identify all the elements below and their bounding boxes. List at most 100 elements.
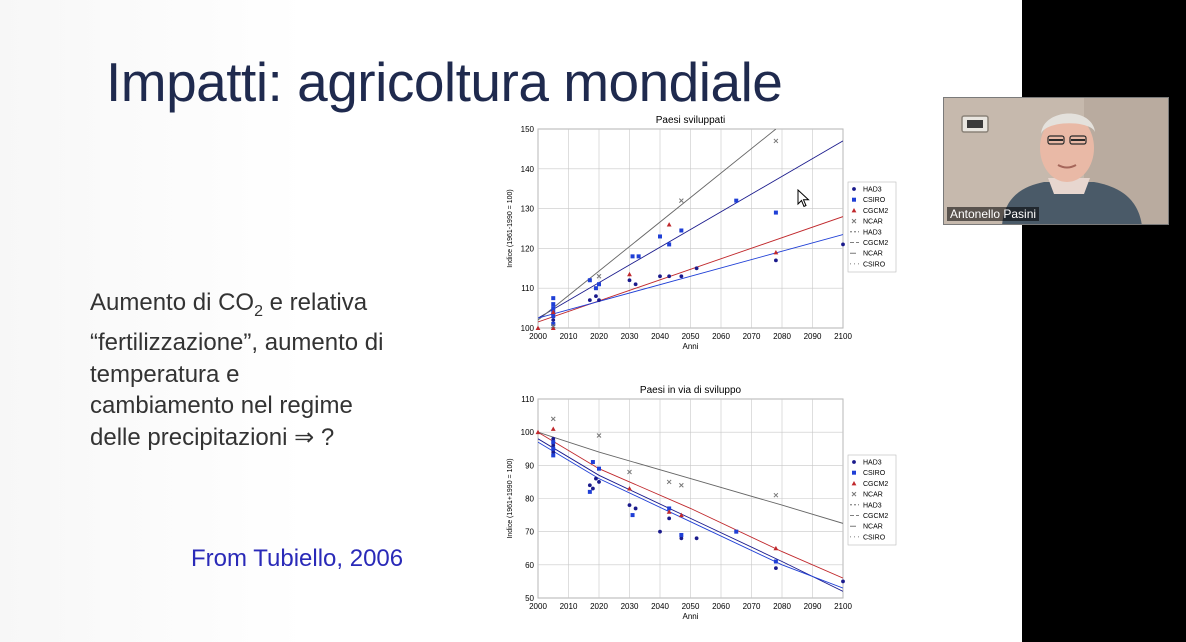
data-point [587,489,592,494]
data-point [587,298,592,303]
chart-legend: HAD3 CSIRO CGCM2 NCAR HAD3 CGCM2 NCAR CSIRO [847,454,897,546]
x-tick-label: 2000 [529,332,547,341]
legend-label: CGCM2 [863,208,888,215]
participant-video-tile[interactable]: Antonello Pasini [943,97,1169,225]
y-tick-label: 80 [525,495,534,504]
body-line-1-pre: Aumento di CO [90,289,255,316]
data-point [551,446,556,451]
series-cgcm2 [535,426,779,551]
data-point [666,222,672,227]
data-point [774,258,778,263]
data-point [594,476,598,481]
data-point [679,228,684,233]
data-point [550,426,556,431]
x-tick-label: 2100 [834,602,852,611]
data-point [773,249,779,255]
mouse-cursor-icon [797,189,810,208]
legend-label: NCAR [863,524,883,531]
x-tick-label: 2020 [590,332,608,341]
x-tick-label: 2050 [682,602,700,611]
legend-marker [851,481,857,486]
body-line-2: “fertilizzazione”, aumento di [90,329,384,357]
slide: Impatti: agricoltura mondiale Aumento di… [0,0,1022,642]
y-axis-label: Indice (1961+1990 = 100) [507,458,514,538]
x-tick-label: 2040 [651,602,669,611]
data-point [630,513,635,518]
data-point [694,266,699,271]
data-point [627,469,632,475]
legend-marker [851,208,857,213]
x-tick-label: 2010 [560,332,578,341]
data-point [627,503,632,508]
x-tick-label: 2030 [621,332,639,341]
data-point [773,545,779,551]
body-line-1: Aumento di CO2 e relativa [90,287,450,327]
chart-developing-countries: 2000 2010 2020 2030 2040 2050 2060 2070 2080 2090… [500,380,900,620]
data-point [734,529,739,534]
legend-label: CGCM2 [863,240,888,247]
data-point [597,466,601,471]
data-point [667,274,672,279]
x-axis-label: Anni [682,612,698,620]
data-point [773,138,779,144]
data-point [596,273,602,279]
legend-label: CSIRO [863,534,886,541]
x-tick-label: 2050 [682,332,700,341]
chart-svg: 2000 2010 2020 2030 2040 2050 2060 2070 2080 2090… [507,115,897,350]
y-tick-label: 120 [521,244,535,253]
legend-label: NCAR [863,251,883,258]
data-point [551,318,556,322]
series-cgcm2 [535,222,779,330]
data-point [535,429,541,435]
body-line-3: temperatura e [90,360,240,388]
legend-label: HAD3 [863,229,882,236]
legend-box [847,454,897,546]
data-point [597,282,601,287]
x-tick-label: 2070 [743,602,761,611]
x-tick-label: 2040 [651,332,669,341]
legend-label: CSIRO [863,470,886,477]
legend-label: HAD3 [863,502,882,509]
data-point [667,242,672,247]
data-point [679,532,684,537]
data-point [678,198,684,203]
fit-line-ncar [538,431,843,524]
data-point [658,274,662,279]
data-point [841,242,845,247]
body-line-1-sub: 2 [254,302,263,320]
chart-title: Paesi sviluppati [656,115,725,126]
body-line-4: cambiamento nel regime [90,392,353,420]
data-point [773,559,778,564]
data-point [550,416,556,422]
legend-label: NCAR [863,219,883,226]
chart-svg: 2000 2010 2020 2030 2040 2050 2060 2070 2080 2090… [507,385,897,620]
fit-line-csiro [538,234,843,319]
data-point [679,274,684,279]
data-point [590,460,595,465]
data-point [550,325,556,330]
x-tick-label: 2010 [560,602,578,611]
legend-marker [852,187,856,191]
fit-line-had3 [538,140,843,319]
fit-line-ncar [538,129,777,321]
data-point [666,509,672,514]
y-tick-label: 110 [521,284,534,293]
legend-label: HAD3 [863,460,882,467]
x-tick-label: 2020 [590,602,608,611]
y-tick-label: 60 [525,561,534,570]
y-tick-label: 70 [525,528,534,537]
legend-box [847,181,897,273]
data-point [550,323,556,329]
y-tick-label: 140 [521,165,535,174]
data-point [551,322,556,327]
y-tick-label: 100 [521,324,535,333]
legend-label: HAD3 [863,187,882,194]
data-point [597,480,601,484]
data-point [667,516,672,521]
data-point [593,286,598,291]
data-point [773,210,778,215]
data-point [734,198,739,203]
data-point [551,450,556,454]
legend-marker [852,460,856,464]
x-tick-label: 2090 [804,332,822,341]
